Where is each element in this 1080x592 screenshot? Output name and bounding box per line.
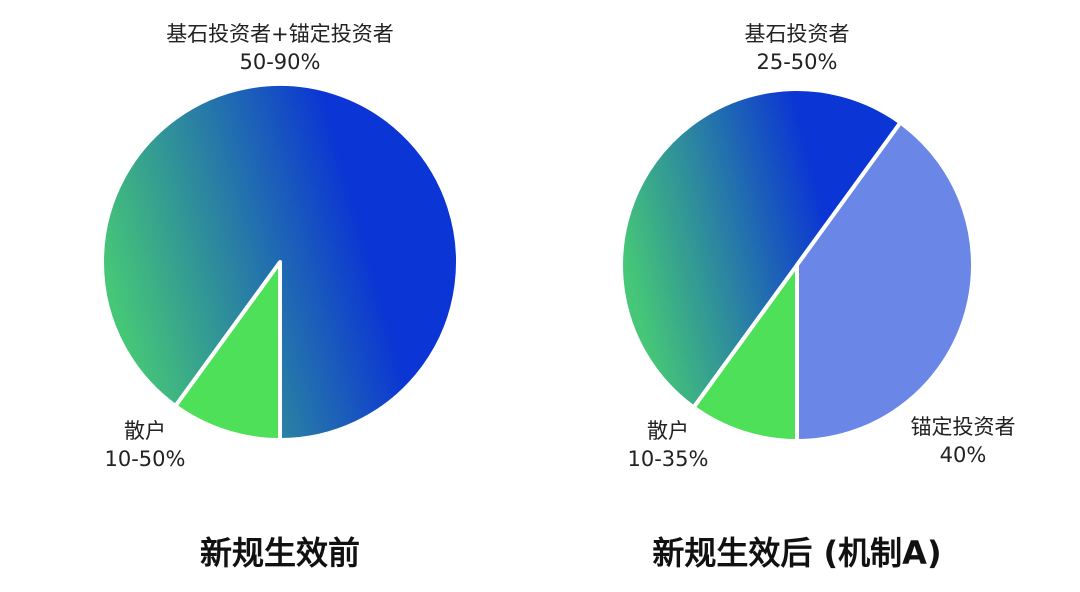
pie-slice [100,82,460,442]
slice-label: 锚定投资者 [911,415,1016,439]
slice-value-label: 40% [940,443,987,467]
slice-label: 散户 [647,419,689,443]
slice-value-label: 50-90% [240,50,321,74]
pie-slice [795,120,975,443]
pie-slice [173,260,282,442]
pie-slice [619,87,903,410]
pie-slice [691,263,799,443]
slice-value-label: 10-35% [628,447,709,471]
chart-title: 新规生效前 [200,534,360,572]
slice-value-label: 25-50% [757,50,838,74]
slice-label: 散户 [124,419,166,443]
slice-label: 基石投资者 [745,22,850,46]
slice-label: 基石投资者+锚定投资者 [166,22,394,46]
slice-value-label: 10-50% [105,447,186,471]
chart-title: 新规生效后 (机制A) [652,534,941,572]
